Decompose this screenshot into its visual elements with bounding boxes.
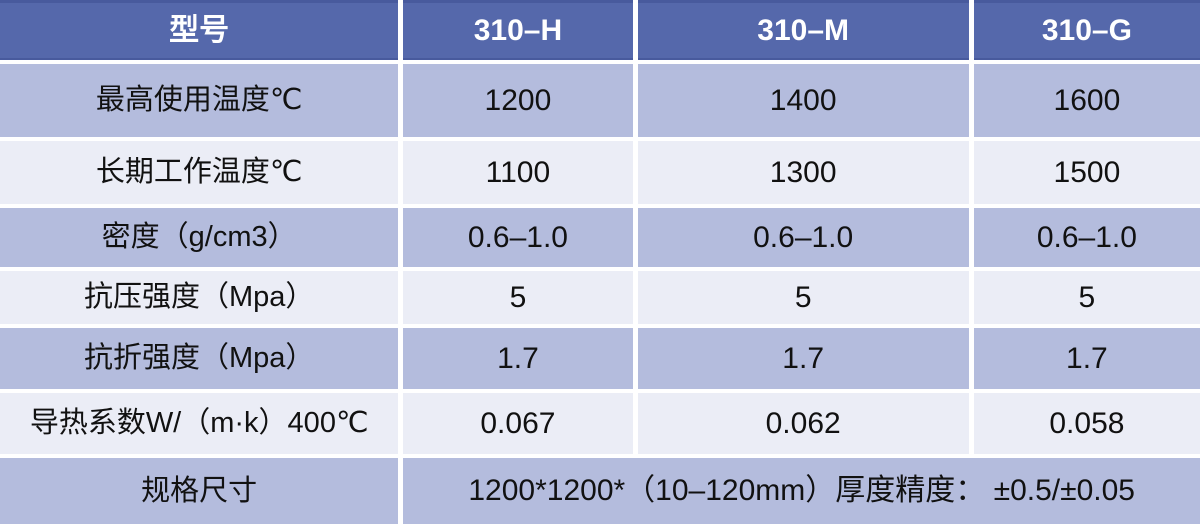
row-label-work-temp: 长期工作温度℃ bbox=[0, 141, 399, 204]
header-cell-310-g: 310–G bbox=[973, 0, 1200, 60]
cell-work-temp-310g: 1500 bbox=[973, 141, 1200, 204]
row-label-density: 密度（g/cm3） bbox=[0, 208, 399, 267]
cell-compressive-310h: 5 bbox=[403, 271, 633, 324]
cell-flexural-310g: 1.7 bbox=[973, 328, 1200, 389]
cell-max-temp-310m: 1400 bbox=[637, 64, 969, 137]
cell-compressive-310m: 5 bbox=[637, 271, 969, 324]
cell-work-temp-310m: 1300 bbox=[637, 141, 969, 204]
row-label-compressive-strength: 抗压强度（Mpa） bbox=[0, 271, 399, 324]
cell-density-310h: 0.6–1.0 bbox=[403, 208, 633, 267]
row-label-spec-size: 规格尺寸 bbox=[0, 458, 399, 524]
header-cell-310-h: 310–H bbox=[403, 0, 633, 60]
header-cell-310-m: 310–M bbox=[637, 0, 969, 60]
cell-max-temp-310g: 1600 bbox=[973, 64, 1200, 137]
row-label-flexural-strength: 抗折强度（Mpa） bbox=[0, 328, 399, 389]
cell-flexural-310h: 1.7 bbox=[403, 328, 633, 389]
cell-density-310m: 0.6–1.0 bbox=[637, 208, 969, 267]
cell-compressive-310g: 5 bbox=[973, 271, 1200, 324]
cell-thermal-310h: 0.067 bbox=[403, 393, 633, 454]
cell-density-310g: 0.6–1.0 bbox=[973, 208, 1200, 267]
header-cell-model-label: 型号 bbox=[0, 0, 399, 60]
cell-thermal-310m: 0.062 bbox=[637, 393, 969, 454]
cell-thermal-310g: 0.058 bbox=[973, 393, 1200, 454]
cell-max-temp-310h: 1200 bbox=[403, 64, 633, 137]
cell-spec-size-value: 1200*1200*（10–120mm）厚度精度： ±0.5/±0.05 bbox=[403, 458, 1200, 524]
cell-flexural-310m: 1.7 bbox=[637, 328, 969, 389]
row-label-thermal-conductivity: 导热系数W/（m·k）400℃ bbox=[0, 393, 399, 454]
cell-work-temp-310h: 1100 bbox=[403, 141, 633, 204]
row-label-max-temp: 最高使用温度℃ bbox=[0, 64, 399, 137]
